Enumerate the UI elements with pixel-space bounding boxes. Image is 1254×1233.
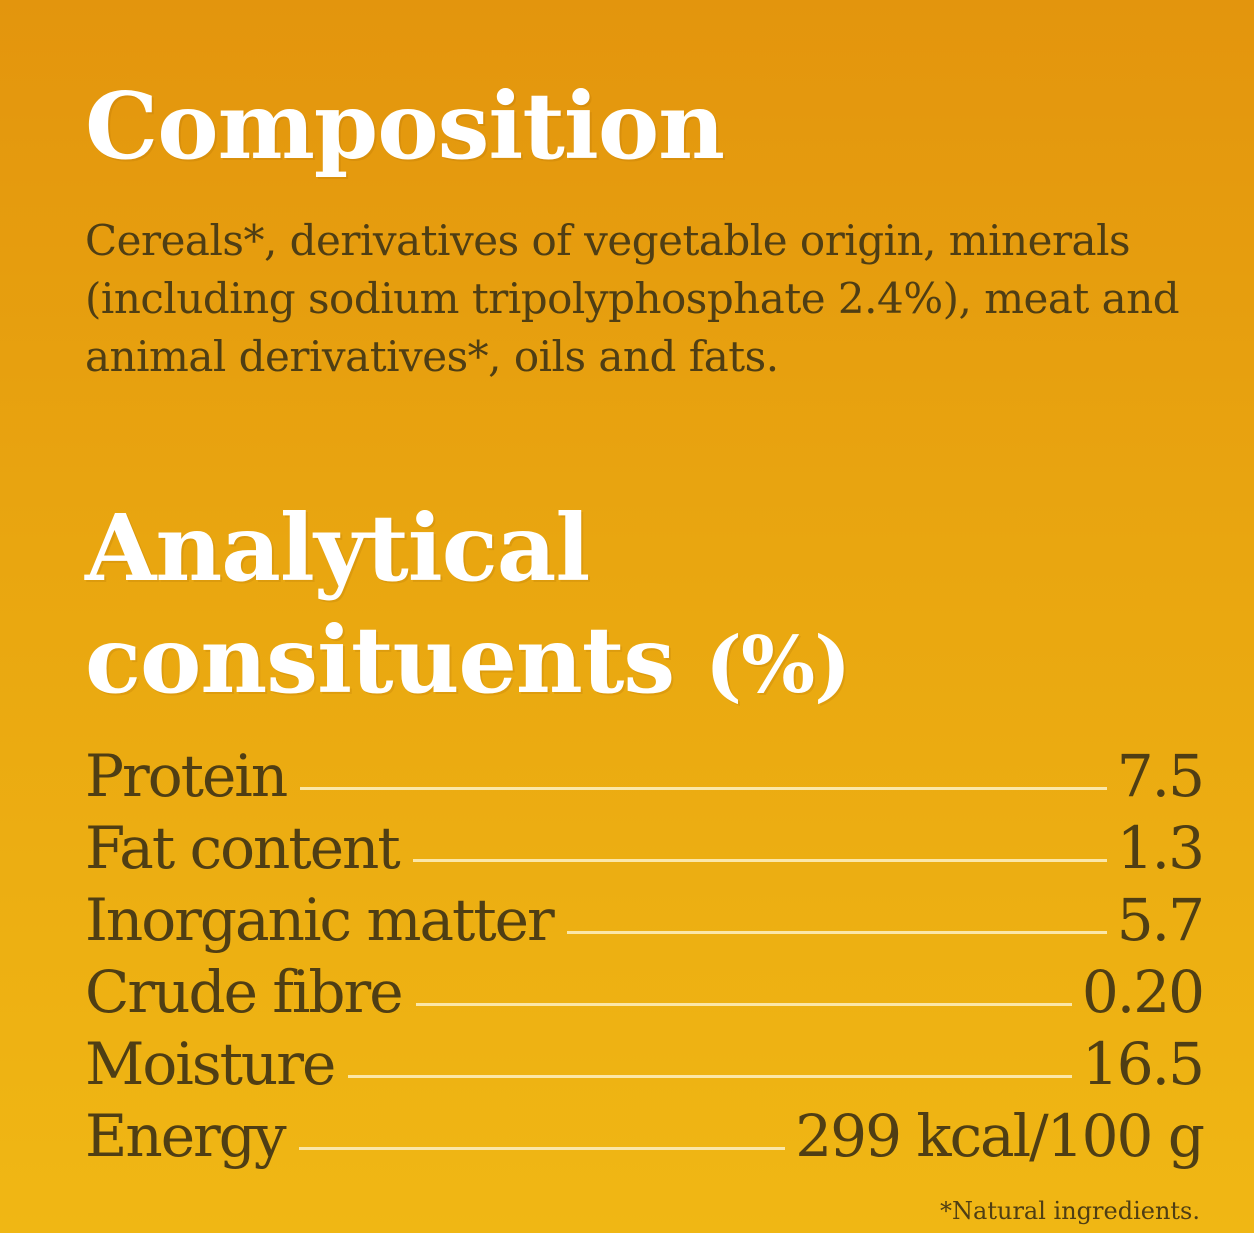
constituent-value: 299 kcal/100 g (795, 1102, 1205, 1170)
constituent-label: Inorganic matter (85, 886, 555, 954)
constituent-value: 7.5 (1116, 742, 1205, 810)
constituent-value: 0.20 (1081, 958, 1205, 1026)
constituent-label: Crude fibre (85, 958, 404, 1026)
composition-heading: Composition (85, 72, 725, 180)
constituent-row-moisture: Moisture 16.5 (85, 1028, 1205, 1100)
constituents-table: Protein 7.5 Fat content 1.3 Inorganic ma… (85, 740, 1205, 1172)
constituent-value: 5.7 (1116, 886, 1205, 954)
analytical-heading-unit: (%) (705, 620, 851, 711)
footnote-natural-ingredients: *Natural ingredients. (940, 1197, 1200, 1225)
constituent-label: Energy (85, 1102, 287, 1170)
leader-line (412, 859, 1107, 862)
leader-line (415, 1003, 1072, 1006)
constituent-row-inorganic-matter: Inorganic matter 5.7 (85, 884, 1205, 956)
analytical-heading-line2: consituents (85, 606, 675, 714)
constituent-row-crude-fibre: Crude fibre 0.20 (85, 956, 1205, 1028)
leader-line (348, 1075, 1072, 1078)
leader-line (566, 931, 1107, 934)
analytical-constituents-heading: Analytical consituents (%) (85, 492, 1185, 722)
leader-line (300, 787, 1107, 790)
constituent-label: Fat content (85, 814, 401, 882)
constituent-label: Moisture (85, 1030, 336, 1098)
constituent-row-fat-content: Fat content 1.3 (85, 812, 1205, 884)
analytical-heading-line1: Analytical (85, 494, 590, 602)
constituent-row-energy: Energy 299 kcal/100 g (85, 1100, 1205, 1172)
constituent-value: 16.5 (1081, 1030, 1205, 1098)
composition-ingredients-text: Cereals*, derivatives of vegetable origi… (85, 216, 1180, 381)
constituent-row-protein: Protein 7.5 (85, 740, 1205, 812)
constituent-label: Protein (85, 742, 288, 810)
leader-line (298, 1147, 786, 1150)
constituent-value: 1.3 (1116, 814, 1205, 882)
